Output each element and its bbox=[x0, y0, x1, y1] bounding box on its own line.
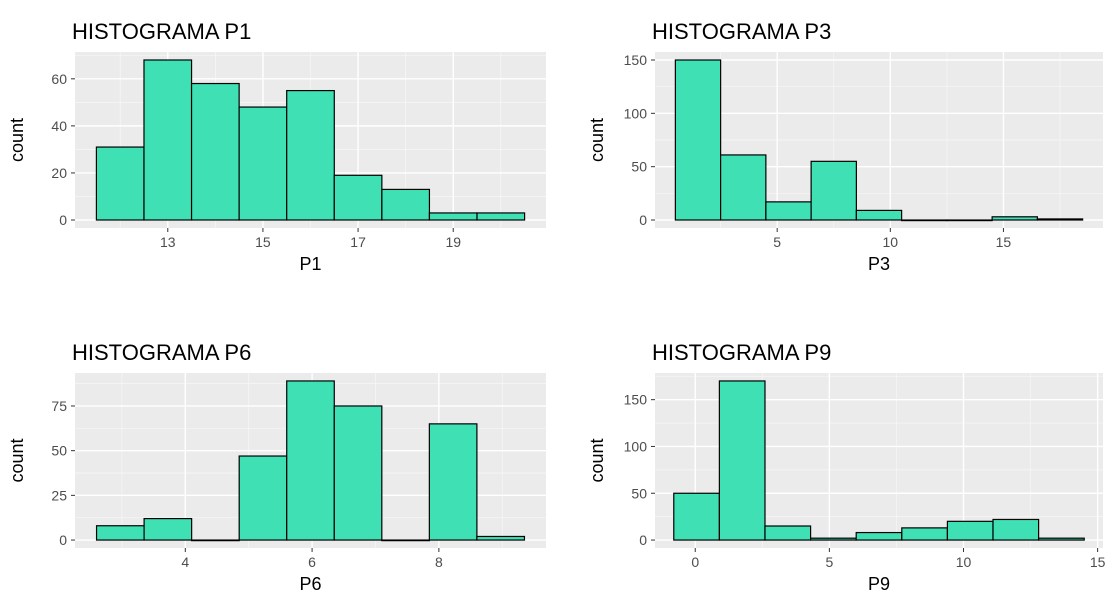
histogram-bar-p9-4 bbox=[855, 531, 903, 541]
y-tick-label: 50 bbox=[631, 485, 647, 501]
x-tick-label: 6 bbox=[308, 554, 316, 570]
panel-title-p9: HISTOGRAMA P9 bbox=[652, 340, 831, 365]
y-axis-label-p6: count bbox=[7, 438, 27, 482]
histogram-bar-p3-7 bbox=[991, 216, 1038, 221]
histogram-bar-p1-2 bbox=[190, 82, 240, 221]
histogram-bar-p6-2 bbox=[191, 539, 240, 542]
histogram-bar-p1-4 bbox=[286, 89, 335, 221]
x-tick-label: 4 bbox=[181, 554, 189, 570]
y-tick-label: 0 bbox=[59, 532, 67, 548]
y-tick-label: 150 bbox=[624, 392, 648, 408]
x-tick-label: 13 bbox=[160, 234, 176, 250]
histogram-bar-p3-6 bbox=[946, 219, 993, 222]
histogram-bar-p9-0 bbox=[673, 492, 720, 541]
histogram-bar-p6-4 bbox=[286, 380, 335, 541]
y-tick-label: 60 bbox=[51, 71, 67, 87]
histogram-bar-p1-1 bbox=[143, 59, 193, 221]
histogram-bar-p3-3 bbox=[810, 160, 857, 221]
histogram-bar-p6-3 bbox=[238, 455, 288, 541]
x-tick-label: 19 bbox=[445, 234, 461, 250]
x-tick-label: 15 bbox=[1090, 554, 1106, 570]
histogram-bar-p6-8 bbox=[476, 535, 526, 541]
y-tick-label: 75 bbox=[51, 398, 67, 414]
panel-title-p3: HISTOGRAMA P3 bbox=[652, 19, 831, 44]
histogram-bar-p3-1 bbox=[720, 154, 767, 221]
x-axis-label-p1: P1 bbox=[299, 254, 321, 274]
y-tick-label: 40 bbox=[51, 118, 67, 134]
y-tick-label: 50 bbox=[51, 443, 67, 459]
histogram-bar-p1-7 bbox=[428, 212, 478, 221]
x-axis-label-p6: P6 bbox=[299, 574, 321, 594]
x-tick-label: 15 bbox=[996, 234, 1012, 250]
y-tick-label: 0 bbox=[639, 532, 647, 548]
histogram-bar-p9-1 bbox=[718, 380, 766, 541]
histogram-bar-p6-5 bbox=[333, 405, 383, 541]
y-axis-label-p3: count bbox=[587, 118, 607, 162]
histogram-bar-p6-6 bbox=[381, 539, 430, 542]
histogram-bar-p1-3 bbox=[238, 106, 288, 221]
histogram-bar-p1-8 bbox=[476, 212, 526, 221]
histogram-bar-p6-1 bbox=[143, 517, 193, 541]
y-tick-label: 25 bbox=[51, 487, 67, 503]
histogram-bar-p9-6 bbox=[946, 520, 994, 541]
y-tick-label: 100 bbox=[624, 438, 648, 454]
panel-title-p6: HISTOGRAMA P6 bbox=[72, 340, 251, 365]
histogram-bar-p6-7 bbox=[428, 423, 478, 541]
x-axis-label-p3: P3 bbox=[868, 254, 890, 274]
x-tick-label: 10 bbox=[956, 554, 972, 570]
y-axis-label-p9: count bbox=[587, 438, 607, 482]
y-tick-label: 50 bbox=[631, 159, 647, 175]
y-axis-label-p1: count bbox=[7, 118, 27, 162]
x-tick-label: 5 bbox=[773, 234, 781, 250]
x-tick-label: 15 bbox=[255, 234, 271, 250]
y-tick-label: 100 bbox=[624, 105, 648, 121]
y-tick-label: 0 bbox=[639, 212, 647, 228]
histogram-bar-p3-8 bbox=[1036, 218, 1084, 221]
histogram-bar-p1-0 bbox=[95, 146, 145, 221]
histogram-bar-p9-8 bbox=[1038, 537, 1085, 541]
x-tick-label: 17 bbox=[350, 234, 366, 250]
panel-p6: HISTOGRAMA P6 4 6 8 0 25 50 75 P6 count bbox=[7, 340, 546, 594]
histogram-bar-p1-6 bbox=[381, 188, 431, 221]
x-tick-label: 10 bbox=[883, 234, 899, 250]
x-tick-label: 5 bbox=[825, 554, 833, 570]
x-axis-label-p9: P9 bbox=[868, 574, 890, 594]
y-tick-label: 20 bbox=[51, 165, 67, 181]
x-tick-label: 8 bbox=[435, 554, 443, 570]
histogram-bar-p9-7 bbox=[992, 518, 1040, 541]
y-tick-label: 150 bbox=[624, 52, 648, 68]
histogram-bar-p3-5 bbox=[901, 219, 948, 222]
histogram-bar-p9-2 bbox=[764, 525, 812, 541]
y-tick-label: 0 bbox=[59, 212, 67, 228]
histogram-bar-p9-5 bbox=[901, 527, 949, 541]
histogram-bar-p3-0 bbox=[674, 59, 722, 221]
histogram-bar-p6-0 bbox=[95, 525, 145, 541]
histogram-bar-p9-3 bbox=[809, 537, 857, 541]
histogram-bar-p1-5 bbox=[333, 174, 383, 221]
panel-p1: HISTOGRAMA P1 13 15 17 19 0 20 40 60 P1 count bbox=[7, 19, 546, 274]
histogram-bar-p3-2 bbox=[765, 201, 812, 221]
panel-title-p1: HISTOGRAMA P1 bbox=[72, 19, 251, 44]
histogram-bar-p3-4 bbox=[855, 209, 903, 221]
x-tick-label: 0 bbox=[691, 554, 699, 570]
